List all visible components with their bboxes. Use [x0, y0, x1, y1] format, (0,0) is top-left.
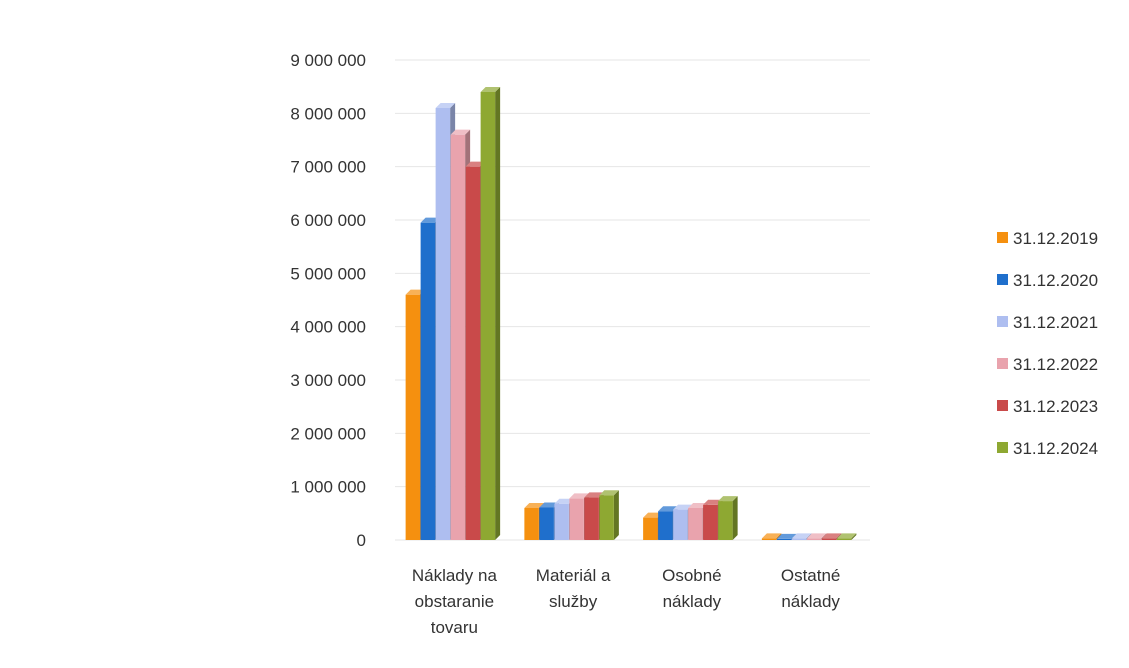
bar-top — [405, 289, 426, 295]
bar-top — [718, 496, 738, 502]
bar — [776, 538, 792, 540]
bar — [673, 509, 688, 540]
y-tick-label: 2 000 000 — [290, 424, 366, 443]
bar — [703, 504, 718, 540]
bar — [836, 538, 852, 540]
bar-top — [643, 512, 663, 518]
x-category-label: Materiál a — [536, 566, 611, 585]
legend-swatch — [997, 274, 1008, 285]
x-category-label: tovaru — [431, 618, 478, 637]
legend-swatch — [997, 232, 1008, 243]
legend-swatch — [997, 316, 1008, 327]
bar — [420, 222, 436, 540]
x-category-label: Náklady na — [412, 566, 498, 585]
bar-top — [673, 504, 693, 510]
bar-side — [732, 496, 738, 540]
bar-top — [450, 129, 471, 135]
bar-top — [584, 492, 604, 498]
bar-side — [613, 490, 619, 540]
bar — [761, 538, 777, 540]
bar-side — [851, 533, 857, 540]
legend-swatch — [997, 400, 1008, 411]
bar-top — [599, 490, 619, 496]
bar — [405, 294, 421, 540]
bar-top — [524, 503, 544, 508]
y-tick-label: 8 000 000 — [290, 104, 366, 123]
x-category-label: náklady — [663, 592, 722, 611]
y-tick-label: 6 000 000 — [290, 211, 366, 230]
bar-top — [658, 506, 678, 512]
bar-top — [703, 499, 723, 505]
bar — [688, 508, 703, 540]
bar-top — [554, 498, 574, 504]
y-tick-label: 7 000 000 — [290, 158, 366, 177]
bar-top — [569, 493, 589, 499]
legend-swatch — [997, 358, 1008, 369]
bar-top — [435, 103, 456, 108]
bar — [480, 92, 496, 540]
bar — [569, 498, 584, 540]
y-tick-label: 5 000 000 — [290, 264, 366, 283]
legend-label: 31.12.2024 — [1013, 439, 1098, 458]
legend-swatch — [997, 442, 1008, 453]
legend-label: 31.12.2020 — [1013, 271, 1098, 290]
bar-side — [495, 87, 501, 540]
y-tick-label: 1 000 000 — [290, 478, 366, 497]
bar-top — [821, 533, 842, 539]
x-category-label: Ostatné — [781, 566, 841, 585]
bar — [435, 108, 451, 540]
bar-top — [539, 502, 559, 508]
bar-top — [465, 161, 486, 167]
legend-label: 31.12.2019 — [1013, 229, 1098, 248]
bar-top — [836, 533, 857, 539]
bar-top — [806, 533, 827, 539]
bar — [554, 503, 569, 540]
bar — [524, 508, 539, 540]
bar-top — [761, 533, 782, 539]
bar — [821, 538, 837, 540]
y-tick-label: 3 000 000 — [290, 371, 366, 390]
y-tick-label: 9 000 000 — [290, 51, 366, 70]
legend-label: 31.12.2022 — [1013, 355, 1098, 374]
x-category-label: Osobné — [662, 566, 722, 585]
bar — [599, 495, 614, 540]
bar-top — [776, 533, 797, 539]
bar — [658, 511, 673, 540]
bar — [450, 134, 466, 540]
legend-label: 31.12.2023 — [1013, 397, 1098, 416]
bar — [806, 538, 822, 540]
bar-top — [420, 217, 441, 223]
bar — [791, 538, 807, 540]
x-category-label: náklady — [781, 592, 840, 611]
bar-top — [480, 87, 501, 92]
bar — [718, 501, 733, 540]
x-category-label: služby — [549, 592, 598, 611]
legend-label: 31.12.2021 — [1013, 313, 1098, 332]
y-tick-label: 4 000 000 — [290, 318, 366, 337]
bar-top — [688, 503, 708, 508]
bar — [465, 166, 481, 540]
bar — [584, 497, 599, 540]
bar-top — [791, 533, 812, 539]
bar — [643, 517, 658, 540]
y-tick-label: 0 — [357, 531, 366, 550]
bar — [539, 507, 554, 540]
x-category-label: obstaranie — [415, 592, 494, 611]
